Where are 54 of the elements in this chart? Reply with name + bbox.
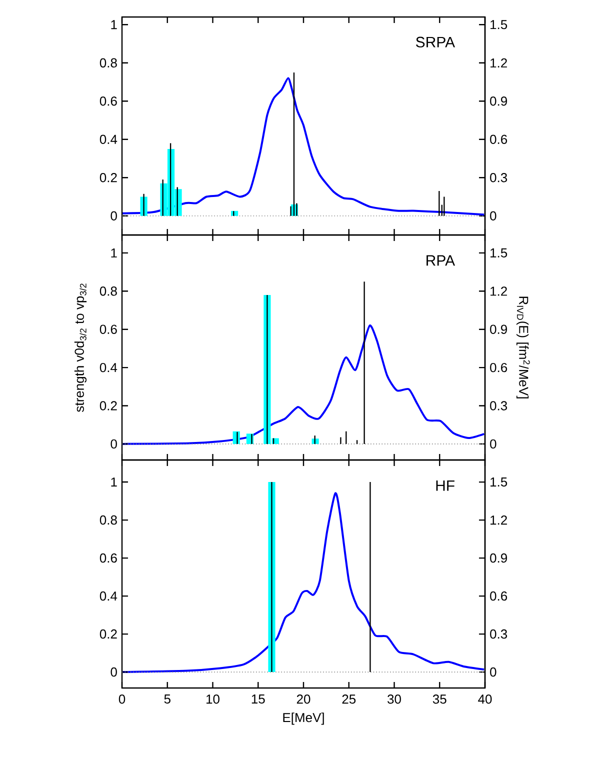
y2-tick-label: 1.2 <box>490 286 507 296</box>
line-series <box>122 492 485 674</box>
y2-axis-title: R$_{IVD}$(E) [fm$^{2}$/MeV] <box>516 296 530 398</box>
y-tick-label: 0.6 <box>100 553 117 563</box>
x-axis-title: E[MeV] <box>283 712 324 725</box>
x-tick-label: 15 <box>252 694 265 704</box>
y2-tick-label: 1.5 <box>490 478 508 487</box>
y-tick-label: 1 <box>111 248 117 258</box>
y-tick-label: 0 <box>110 211 117 220</box>
y-tick-label: 0.4 <box>100 591 118 601</box>
y2-tick-label: 0 <box>490 667 496 677</box>
y-tick-label: 1 <box>111 20 117 30</box>
text: HF <box>436 480 454 491</box>
y-tick-label: 0 <box>110 439 117 449</box>
x-tick-label: 35 <box>432 694 446 704</box>
y2-tick-label: 0.6 <box>490 591 508 601</box>
y-tick-label: 0.2 <box>100 173 117 182</box>
y2-tick-label: 0.3 <box>490 401 508 410</box>
x-tick-label: 0 <box>118 694 126 704</box>
y-tick-label: 0.8 <box>100 286 117 296</box>
y2-tick-label: 1.2 <box>490 516 507 525</box>
y2-tick-label: 1.2 <box>490 58 507 68</box>
y2-tick-label: 0.9 <box>490 324 507 334</box>
x-tick-label: 40 <box>478 694 492 704</box>
y-tick-label: 0.6 <box>100 96 117 106</box>
y-tick-label: 0.2 <box>100 401 117 410</box>
text: RPA <box>426 255 456 266</box>
y-axis-title: strength v0d$_{3/2}$ to vp$_{3/2}$ <box>74 284 87 412</box>
y-tick-label: 0.4 <box>100 134 118 144</box>
y2-tick-label: 0 <box>490 211 496 220</box>
y-tick-label: 0.4 <box>100 362 118 372</box>
y-tick-label: 0.8 <box>100 515 117 525</box>
y2-tick-label: 0.9 <box>490 553 507 563</box>
y-tick-label: 0.8 <box>100 58 117 68</box>
x-tick-label: 30 <box>388 694 401 704</box>
y2-tick-label: 0.6 <box>490 362 508 372</box>
x-tick-label: 20 <box>296 694 310 704</box>
line-series <box>122 324 485 445</box>
x-tick-label: 5 <box>164 694 170 704</box>
y2-tick-label: 0.3 <box>490 629 508 639</box>
text: SRPA <box>416 36 456 48</box>
y-tick-label: 0.6 <box>100 324 117 334</box>
y2-tick-label: 1.5 <box>490 20 508 30</box>
x-tick-label: 25 <box>342 694 356 704</box>
y2-tick-label: 1.5 <box>490 248 508 258</box>
x-tick-label: 10 <box>206 694 220 704</box>
y2-tick-label: 0.3 <box>490 173 508 182</box>
line-series <box>122 77 485 216</box>
y2-tick-label: 0 <box>490 439 496 449</box>
y2-tick-label: 0.9 <box>490 96 507 106</box>
y2-tick-label: 0.6 <box>490 134 508 144</box>
y-tick-label: 1 <box>111 478 117 487</box>
y-tick-label: 0 <box>110 667 117 677</box>
y-tick-label: 0.2 <box>100 629 117 639</box>
